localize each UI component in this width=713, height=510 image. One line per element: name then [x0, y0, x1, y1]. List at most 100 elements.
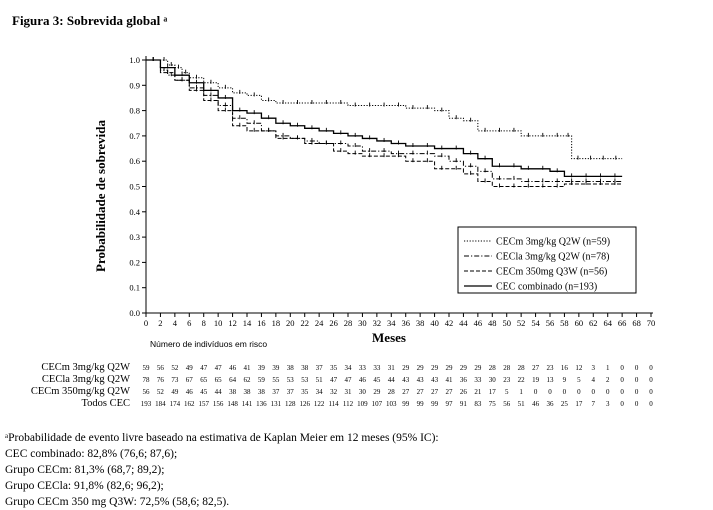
censor-marks-3 [152, 57, 616, 178]
risk-cell: 16 [560, 364, 568, 372]
y-tick-label: 0.7 [129, 131, 140, 141]
x-tick-label: 32 [373, 318, 382, 328]
risk-cell: 28 [387, 388, 395, 396]
risk-cell: 0 [620, 376, 624, 384]
risk-cell: 29 [373, 388, 381, 396]
risk-cell: 39 [257, 364, 265, 372]
risk-cell: 156 [212, 400, 224, 408]
risk-cell: 36 [459, 376, 467, 384]
y-tick-label: 0.4 [129, 207, 140, 217]
risk-cell: 99 [431, 400, 439, 408]
risk-table-heading: Número de indivíduos em risco [150, 339, 268, 349]
risk-cell: 29 [459, 364, 467, 372]
x-tick-label: 6 [187, 318, 191, 328]
risk-cell: 46 [358, 376, 366, 384]
legend-box [457, 226, 637, 294]
risk-cell: 73 [171, 376, 179, 384]
y-tick-label: 0.1 [129, 283, 140, 293]
x-tick-label: 16 [257, 318, 266, 328]
risk-cell: 0 [649, 400, 653, 408]
risk-cell: 0 [634, 400, 639, 408]
risk-cell: 28 [503, 364, 511, 372]
risk-cell: 29 [445, 364, 453, 372]
risk-cell: 29 [416, 364, 424, 372]
x-tick-label: 4 [173, 318, 178, 328]
risk-cell: 0 [548, 388, 552, 396]
risk-cell: 23 [503, 376, 511, 384]
risk-cell: 30 [488, 376, 496, 384]
risk-cell: 67 [185, 376, 193, 384]
x-tick-label: 54 [531, 318, 540, 328]
x-tick-label: 46 [474, 318, 483, 328]
risk-cell: 109 [357, 400, 368, 408]
risk-cell: 59 [257, 376, 265, 384]
censor-marks-1 [152, 57, 616, 183]
risk-cell: 47 [344, 376, 352, 384]
risk-cell: 126 [299, 400, 310, 408]
risk-cell: 27 [445, 388, 453, 396]
risk-cell: 25 [560, 400, 568, 408]
x-tick-label: 28 [344, 318, 353, 328]
risk-cell: 43 [402, 376, 410, 384]
risk-cell: 27 [416, 388, 424, 396]
risk-cell: 184 [155, 400, 166, 408]
risk-cell: 33 [474, 376, 482, 384]
risk-cell: 59 [142, 364, 150, 372]
risk-cell: 33 [373, 364, 381, 372]
censor-marks-0 [152, 57, 617, 160]
risk-cell: 51 [517, 400, 525, 408]
risk-cell: 30 [358, 388, 366, 396]
risk-cell: 17 [488, 388, 496, 396]
risk-cell: 38 [243, 388, 251, 396]
risk-cell: 38 [301, 364, 309, 372]
x-tick-label: 70 [647, 318, 656, 328]
y-tick-label: 0.8 [129, 106, 140, 116]
risk-cell: 131 [270, 400, 282, 408]
footnotes: ᵃProbabilidade de evento livre baseado n… [5, 430, 439, 510]
risk-cell: 0 [634, 364, 639, 372]
risk-cell: 47 [214, 364, 222, 372]
risk-cell: 114 [328, 400, 339, 408]
risk-cell: 39 [272, 364, 280, 372]
x-tick-label: 66 [618, 318, 627, 328]
risk-cell: 49 [185, 364, 193, 372]
y-tick-label: 0.6 [129, 156, 140, 166]
risk-cell: 37 [315, 364, 323, 372]
risk-cell: 0 [620, 400, 624, 408]
x-tick-label: 0 [144, 318, 148, 328]
risk-cell: 64 [229, 376, 237, 384]
legend-label-1: CECla 3mg/kg Q2W (n=78) [496, 252, 610, 263]
risk-cell: 65 [200, 376, 208, 384]
chart-series [146, 57, 623, 188]
risk-cell: 0 [591, 388, 596, 396]
risk-cell: 0 [620, 364, 624, 372]
risk-cell: 45 [373, 376, 381, 384]
risk-cell: 12 [575, 364, 583, 372]
risk-cell: 22 [517, 376, 525, 384]
y-tick-label: 1.0 [129, 55, 140, 65]
x-tick-label: 30 [358, 318, 367, 328]
risk-cell: 141 [241, 400, 253, 408]
risk-cell: 0 [634, 388, 639, 396]
x-tick-label: 24 [315, 318, 324, 328]
risk-cell: 21 [474, 388, 482, 396]
risk-cell: 91 [459, 400, 467, 408]
risk-cell: 44 [214, 388, 222, 396]
risk-cell: 0 [649, 364, 653, 372]
y-tick-label: 0.2 [129, 257, 140, 267]
x-tick-label: 2 [158, 318, 162, 328]
km-chart: 0.00.10.20.30.40.50.60.70.80.91.00 2 4 6 8 10… [93, 55, 656, 345]
series-line-0 [146, 59, 623, 160]
footnote-line: Grupo CECm 350 mg Q3W: 72,5% (58,6; 82,5… [5, 496, 230, 508]
risk-cell: 34 [344, 364, 352, 372]
x-tick-label: 48 [488, 318, 497, 328]
risk-cell: 0 [620, 388, 624, 396]
risk-cell: 29 [431, 364, 439, 372]
risk-cell: 38 [257, 388, 265, 396]
risk-cell: 83 [474, 400, 482, 408]
risk-cell: 37 [272, 388, 280, 396]
risk-cell: 56 [156, 364, 164, 372]
series-line-2 [146, 59, 623, 187]
risk-cell: 19 [532, 376, 540, 384]
risk-cell: 65 [214, 376, 222, 384]
